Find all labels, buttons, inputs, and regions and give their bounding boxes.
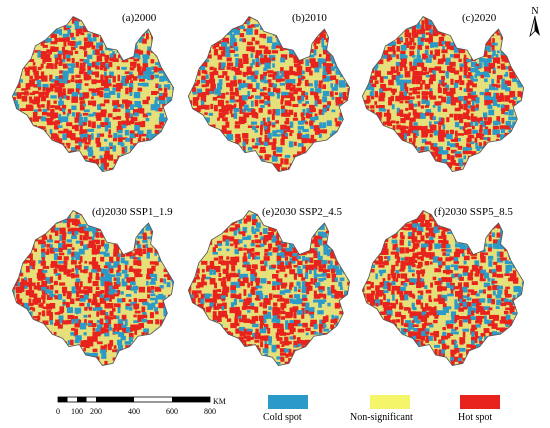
province-map: [361, 210, 525, 366]
scale-tick-label: 800: [204, 407, 216, 416]
map-panel-e: (e)2030 SSP2_4.5: [180, 198, 358, 376]
panel-title: (c)2020: [462, 12, 497, 24]
scale-tick-label: 0: [56, 407, 60, 416]
map-panel-c: (c)2020: [354, 4, 532, 182]
legend-label: Cold spot: [263, 412, 302, 423]
map-panel-d: (d)2030 SSP1_1.9: [4, 198, 182, 376]
province-map: [11, 16, 175, 172]
panel-title: (b)2010: [292, 12, 327, 24]
legend-label: Non-significant: [350, 412, 413, 423]
legend-label: Hot spot: [458, 412, 493, 423]
north-arrow-icon: N: [529, 6, 540, 38]
panel-title: (e)2030 SSP2_4.5: [262, 206, 343, 218]
province-map: [187, 16, 351, 172]
province-map: [361, 16, 525, 172]
province-map: [11, 210, 175, 366]
scale-tick-label: 200: [90, 407, 102, 416]
scale-tick-label: 100: [71, 407, 83, 416]
province-map: [187, 210, 351, 366]
scale-tick-label: 600: [166, 407, 178, 416]
legend-swatch: [370, 395, 410, 409]
map-panel-b: (b)2010: [180, 4, 358, 182]
panel-title: (d)2030 SSP1_1.9: [92, 206, 173, 218]
scale-unit: KM: [213, 397, 226, 406]
panel-title: (f)2030 SSP5_8.5: [434, 206, 513, 218]
north-label: N: [531, 6, 538, 17]
legend-swatch: [268, 395, 308, 409]
panel-title: (a)2000: [122, 12, 157, 24]
map-panel-a: (a)2000: [4, 4, 182, 182]
scale-bar: 0 100 200 400 600 800 KM: [56, 396, 226, 416]
legend-swatch: [460, 395, 500, 409]
map-panel-f: (f)2030 SSP5_8.5: [354, 198, 532, 376]
scale-tick-label: 400: [128, 407, 140, 416]
